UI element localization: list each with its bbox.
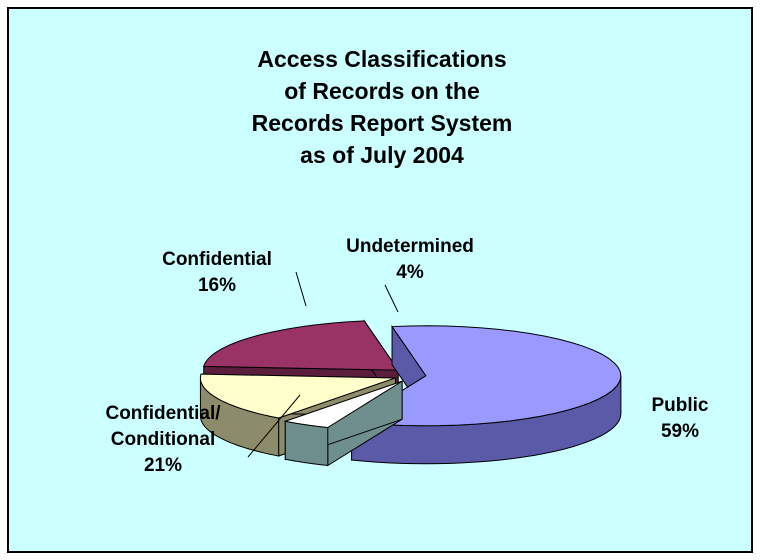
slice-label: Undetermined 4% <box>346 236 474 283</box>
slice-label-line: Confidential <box>162 249 272 270</box>
slice-label: Public 59% <box>651 395 708 442</box>
slice-label-line: 4% <box>396 262 424 283</box>
pie-slice-top <box>283 380 403 429</box>
leader-line <box>247 394 301 458</box>
chart-title: Access Classifications of Records on the… <box>9 43 755 171</box>
chart-title-line-4: as of July 2004 <box>300 142 464 168</box>
leader-line <box>384 284 399 313</box>
pie-slice-1 <box>283 380 403 467</box>
pie-slice-top <box>350 325 622 427</box>
slice-label-line: 21% <box>144 455 182 476</box>
leader-line <box>295 271 307 307</box>
slice-label-line: Public <box>651 395 708 416</box>
chart-title-line-1: Access Classifications <box>257 46 507 72</box>
slice-label-line: 16% <box>198 275 236 296</box>
pie-slices <box>199 319 622 467</box>
slice-label-line: Confidential/ <box>105 403 221 424</box>
chart-title-line-3: Records Report System <box>251 110 513 136</box>
pie-slice-top <box>203 320 400 371</box>
slice-label: Confidential 16% <box>162 249 272 296</box>
pie-slice-top <box>199 373 396 419</box>
slice-label: Confidential/Conditional 21% <box>105 403 221 476</box>
slice-label-line: 59% <box>661 421 699 442</box>
slice-label-line: Undetermined <box>346 236 474 257</box>
pie-slice-rim <box>284 420 329 467</box>
slice-label-line: Conditional <box>111 429 215 450</box>
chart-title-line-2: of Records on the <box>284 78 480 104</box>
